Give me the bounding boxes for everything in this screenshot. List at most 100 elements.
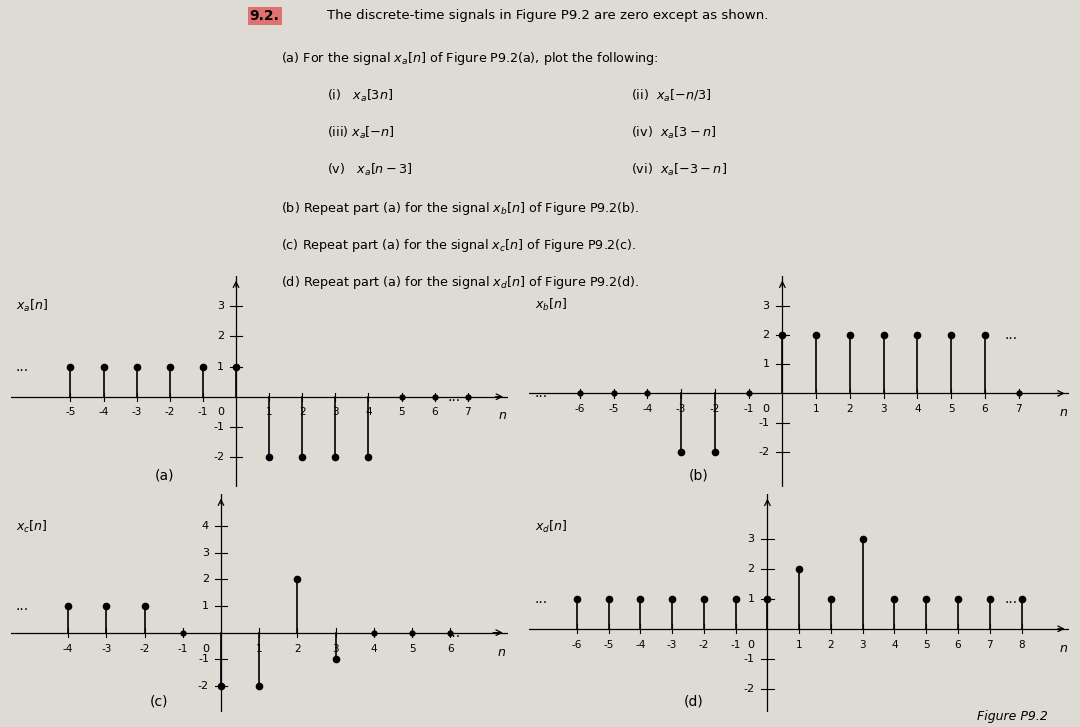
Text: -2: -2: [164, 407, 175, 417]
Text: 0: 0: [217, 407, 224, 417]
Text: 1: 1: [266, 407, 272, 417]
Text: -2: -2: [758, 447, 769, 457]
Text: 2: 2: [217, 332, 224, 342]
Text: -1: -1: [730, 640, 741, 650]
Text: $x_d[n]$: $x_d[n]$: [535, 518, 567, 534]
Text: $x_a[n]$: $x_a[n]$: [16, 298, 48, 314]
Text: 7: 7: [464, 407, 471, 417]
Text: (vi)  $x_a[-3 - n]$: (vi) $x_a[-3 - n]$: [631, 162, 727, 178]
Text: (b) Repeat part (a) for the signal $x_b[n]$ of Figure P9.2(b).: (b) Repeat part (a) for the signal $x_b[…: [281, 200, 639, 217]
Text: ...: ...: [16, 360, 29, 374]
Text: -2: -2: [198, 681, 210, 691]
Text: 7: 7: [986, 640, 994, 650]
Text: 2: 2: [827, 640, 834, 650]
Text: 1: 1: [747, 594, 755, 604]
Text: -4: -4: [98, 407, 109, 417]
Text: 3: 3: [860, 640, 866, 650]
Text: 5: 5: [408, 643, 416, 654]
Text: 7: 7: [1015, 404, 1022, 414]
Text: -6: -6: [571, 640, 582, 650]
Text: (d) Repeat part (a) for the signal $x_d[n]$ of Figure P9.2(d).: (d) Repeat part (a) for the signal $x_d[…: [281, 274, 639, 292]
Text: 1: 1: [256, 643, 262, 654]
Text: 3: 3: [333, 643, 339, 654]
Text: 3: 3: [217, 302, 224, 311]
Text: -1: -1: [743, 654, 755, 664]
Text: 2: 2: [299, 407, 306, 417]
Text: -4: -4: [63, 643, 73, 654]
Text: 5: 5: [948, 404, 955, 414]
Text: 0: 0: [762, 404, 769, 414]
Text: -1: -1: [177, 643, 188, 654]
Text: n: n: [1059, 642, 1068, 655]
Text: -2: -2: [710, 404, 720, 414]
Text: 2: 2: [202, 574, 210, 585]
Text: (a) For the signal $x_a[n]$ of Figure P9.2(a), plot the following:: (a) For the signal $x_a[n]$ of Figure P9…: [281, 50, 659, 68]
Text: -1: -1: [213, 422, 224, 432]
Text: (i)   $x_a[3n]$: (i) $x_a[3n]$: [327, 88, 393, 104]
Text: -3: -3: [667, 640, 677, 650]
Text: 3: 3: [202, 548, 210, 558]
Text: ...: ...: [535, 386, 548, 401]
Text: -2: -2: [213, 452, 224, 462]
Text: (v)   $x_a[n - 3]$: (v) $x_a[n - 3]$: [327, 162, 414, 178]
Text: (iv)  $x_a[3 - n]$: (iv) $x_a[3 - n]$: [631, 125, 716, 141]
Text: (d): (d): [684, 694, 703, 708]
Text: 2: 2: [747, 564, 755, 574]
Text: 4: 4: [370, 643, 377, 654]
Text: ...: ...: [448, 390, 461, 403]
Text: 3: 3: [332, 407, 339, 417]
Text: 1: 1: [217, 361, 224, 371]
Text: 0: 0: [747, 640, 755, 650]
Text: 4: 4: [891, 640, 897, 650]
Text: (c): (c): [150, 694, 168, 708]
Text: -5: -5: [608, 404, 619, 414]
Text: -2: -2: [699, 640, 710, 650]
Text: 3: 3: [880, 404, 887, 414]
Text: n: n: [498, 646, 505, 659]
Text: 6: 6: [982, 404, 988, 414]
Text: -1: -1: [198, 654, 210, 664]
Text: -4: -4: [635, 640, 646, 650]
Text: Figure P9.2: Figure P9.2: [976, 710, 1048, 723]
Text: $x_c[n]$: $x_c[n]$: [16, 519, 48, 535]
Text: 2: 2: [847, 404, 853, 414]
Text: -3: -3: [132, 407, 141, 417]
Text: -3: -3: [676, 404, 686, 414]
Text: (iii) $x_a[-n]$: (iii) $x_a[-n]$: [327, 125, 395, 141]
Text: 1: 1: [813, 404, 820, 414]
Text: -5: -5: [65, 407, 76, 417]
Text: -2: -2: [139, 643, 150, 654]
Text: 5: 5: [399, 407, 405, 417]
Text: The discrete-time signals in Figure P9.2 are zero except as shown.: The discrete-time signals in Figure P9.2…: [327, 9, 769, 22]
Text: 9.2.: 9.2.: [249, 9, 280, 23]
Text: (a): (a): [154, 469, 174, 483]
Text: -5: -5: [604, 640, 613, 650]
Text: n: n: [1059, 406, 1067, 419]
Text: 8: 8: [1018, 640, 1025, 650]
Text: 3: 3: [747, 534, 755, 545]
Text: 6: 6: [431, 407, 438, 417]
Text: ...: ...: [535, 592, 548, 606]
Text: 4: 4: [365, 407, 372, 417]
Text: 2: 2: [294, 643, 300, 654]
Text: 6: 6: [447, 643, 454, 654]
Text: -2: -2: [743, 683, 755, 694]
Text: 1: 1: [762, 359, 769, 369]
Text: -3: -3: [102, 643, 111, 654]
Text: $x_b[n]$: $x_b[n]$: [535, 297, 567, 313]
Text: 2: 2: [762, 330, 769, 340]
Text: -1: -1: [743, 404, 754, 414]
Text: 4: 4: [202, 521, 210, 531]
Text: (c) Repeat part (a) for the signal $x_c[n]$ of Figure P9.2(c).: (c) Repeat part (a) for the signal $x_c[…: [281, 237, 636, 254]
Text: (ii)  $x_a[-n/3]$: (ii) $x_a[-n/3]$: [631, 88, 712, 104]
Text: ...: ...: [16, 599, 29, 613]
Text: ...: ...: [1004, 592, 1017, 606]
Text: 0: 0: [202, 643, 210, 654]
Text: 5: 5: [923, 640, 930, 650]
Text: -6: -6: [575, 404, 585, 414]
Text: 1: 1: [202, 601, 210, 611]
Text: -1: -1: [758, 418, 769, 427]
Text: (b): (b): [689, 469, 708, 483]
Text: 6: 6: [955, 640, 961, 650]
Text: ...: ...: [448, 626, 461, 640]
